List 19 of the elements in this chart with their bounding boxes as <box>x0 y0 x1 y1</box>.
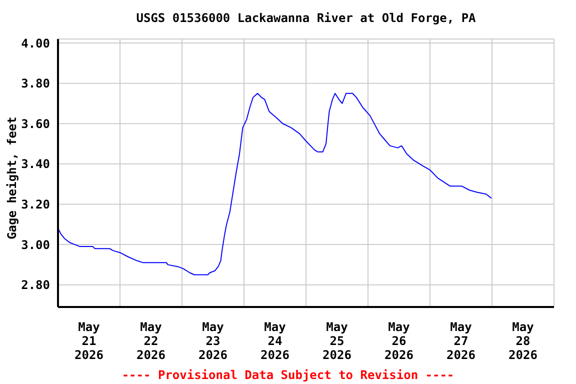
y-axis-title: Gage height, feet <box>4 116 20 242</box>
y-tick-label: 3.20 <box>21 197 50 212</box>
x-tick-label: May 22 2026 <box>136 320 166 362</box>
y-tick-label: 2.80 <box>21 278 50 292</box>
x-tick-label: May 23 2026 <box>198 320 228 362</box>
x-tick-label: May 28 2026 <box>508 320 538 362</box>
x-tick-label: May 25 2026 <box>322 320 352 362</box>
x-tick-label: May 21 2026 <box>74 320 104 362</box>
chart-title: USGS 01536000 Lackawanna River at Old Forge, PA <box>135 11 477 25</box>
line-series <box>58 92 492 276</box>
x-tick-label: May 27 2026 <box>446 320 476 362</box>
x-tick-label: May 24 2026 <box>260 320 290 362</box>
y-tick-label: 3.60 <box>21 116 50 131</box>
x-tick-label: May 26 2026 <box>384 320 414 362</box>
text: ---- Provisional Data Subject to Revision ---- <box>120 368 456 382</box>
y-tick-label: 3.40 <box>21 157 50 172</box>
y-tick-label: 3.00 <box>21 238 50 252</box>
y-tick-label: 3.80 <box>21 76 50 91</box>
y-tick-label: 4.00 <box>21 36 50 50</box>
